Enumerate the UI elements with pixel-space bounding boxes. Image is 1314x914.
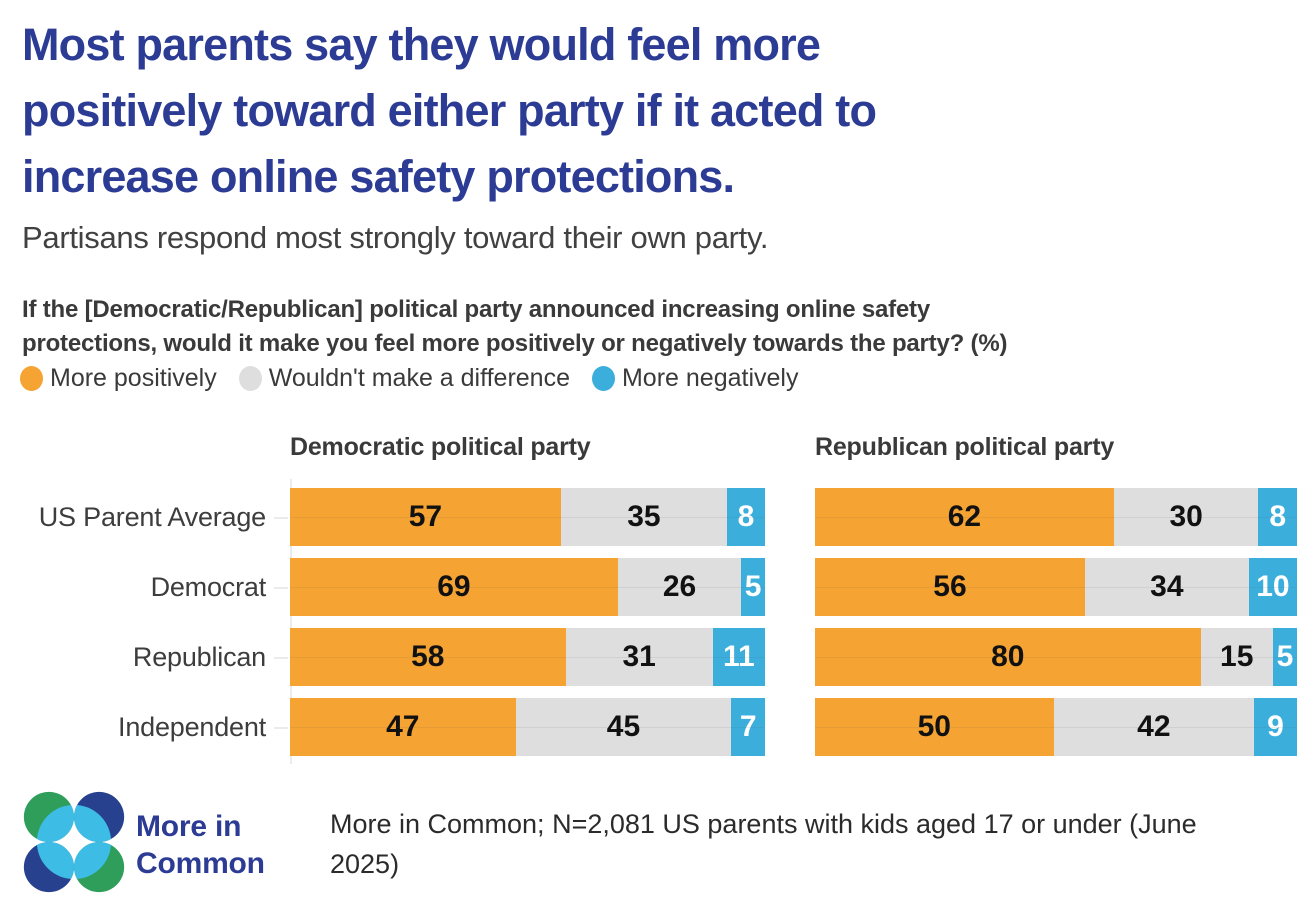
bar-segment-wouldnt-make-a-difference: 31	[565, 628, 713, 686]
logo-wordmark: More in Common	[136, 808, 304, 882]
legend-label: Wouldn't make a difference	[268, 364, 570, 392]
panel-title-democratic: Democratic political party	[290, 433, 591, 461]
y-axis-line	[290, 479, 292, 764]
row-label-independent: Independent	[118, 711, 266, 742]
bar-segment-more-negatively: 9	[1254, 698, 1297, 756]
bar-segment-more-negatively: 5	[1272, 628, 1297, 686]
panel-gap	[765, 628, 815, 686]
panel-title-republican: Republican political party	[815, 433, 1115, 461]
row-label-us-parent-average: US Parent Average	[38, 501, 266, 532]
panel-gap	[765, 698, 815, 756]
page-subtitle: Partisans respond most strongly toward t…	[22, 220, 769, 255]
bar-segment-more-negatively: 7	[731, 698, 765, 756]
bar-segment-more-negatively: 11	[712, 628, 765, 686]
bar-segment-more-positively: 69	[290, 558, 618, 616]
bar-segment-wouldnt-make-a-difference: 30	[1113, 488, 1259, 546]
panel-gap	[765, 558, 815, 616]
stacked-bar-republican: 50 42 9	[815, 698, 1297, 756]
legend-item-more-negatively: More negatively	[591, 364, 799, 393]
legend-item-no-difference: Wouldn't make a difference	[238, 364, 570, 393]
chart-rows: US Parent Average 57 35 8 62 30 8 Democrat 69 26 5…	[22, 479, 1297, 764]
panel-gap	[765, 488, 815, 546]
stacked-bar-republican: 56 34 10	[815, 558, 1297, 616]
bar-segment-more-negatively: 8	[727, 488, 765, 546]
stacked-bar-democratic: 69 26 5	[274, 558, 765, 616]
logo-wordmark-line: More in	[136, 810, 242, 843]
legend-item-more-positively: More positively	[20, 364, 217, 393]
bar-segment-more-positively: 57	[290, 488, 561, 546]
more-in-common-logo-icon	[23, 791, 125, 893]
bar-segment-more-positively: 80	[815, 628, 1201, 686]
legend-dot-gray-icon	[238, 366, 262, 391]
bar-segment-wouldnt-make-a-difference: 26	[617, 558, 742, 616]
panel-header-row: Democratic political party Republican po…	[22, 430, 1297, 488]
bar-segment-wouldnt-make-a-difference: 42	[1053, 698, 1255, 756]
bar-segment-wouldnt-make-a-difference: 15	[1200, 628, 1273, 686]
stacked-bar-republican: 80 15 5	[815, 628, 1297, 686]
survey-question: If the [Democratic/Republican] political…	[22, 293, 1007, 361]
title-line: positively toward either party if it act…	[22, 85, 877, 136]
bar-segment-more-positively: 62	[815, 488, 1114, 546]
survey-question-line: protections, would it make you feel more…	[22, 330, 1008, 357]
bar-segment-more-positively: 47	[290, 698, 516, 756]
stacked-bar-democratic: 57 35 8	[274, 488, 765, 546]
bar-segment-more-negatively: 5	[741, 558, 765, 616]
legend-dot-orange-icon	[20, 366, 43, 391]
stacked-bar-republican: 62 30 8	[815, 488, 1297, 546]
bar-segment-more-positively: 50	[815, 698, 1054, 756]
legend-label: More positively	[50, 364, 217, 392]
source-note-line: 2025)	[330, 849, 400, 879]
title-line: increase online safety protections.	[22, 151, 735, 202]
stacked-bar-democratic: 58 31 11	[274, 628, 765, 686]
bar-segment-more-positively: 56	[815, 558, 1085, 616]
legend-label: More negatively	[621, 364, 799, 392]
bar-segment-wouldnt-make-a-difference: 34	[1084, 558, 1249, 616]
row-label-democrat: Democrat	[150, 571, 267, 602]
row-label-republican: Republican	[132, 641, 266, 672]
bar-segment-more-negatively: 8	[1258, 488, 1297, 546]
bar-segment-wouldnt-make-a-difference: 35	[560, 488, 727, 546]
chart-legend: More positively Wouldn't make a differen…	[20, 364, 798, 393]
title-line: Most parents say they would feel more	[22, 19, 821, 70]
legend-dot-blue-icon	[591, 366, 615, 391]
bar-segment-more-positively: 58	[290, 628, 566, 686]
source-note-line: More in Common; N=2,081 US parents with …	[330, 809, 1197, 839]
logo-wordmark-line: Common	[136, 847, 265, 880]
bar-segment-wouldnt-make-a-difference: 45	[515, 698, 732, 756]
bar-segment-more-negatively: 10	[1248, 558, 1297, 616]
page-title: Most parents say they would feel more po…	[22, 12, 877, 210]
stacked-bar-chart: Democratic political party Republican po…	[22, 430, 1297, 764]
survey-question-line: If the [Democratic/Republican] political…	[22, 296, 930, 323]
footer: More in Common More in Common; N=2,081 U…	[22, 790, 1197, 894]
stacked-bar-democratic: 47 45 7	[274, 698, 765, 756]
source-note: More in Common; N=2,081 US parents with …	[330, 804, 1197, 884]
